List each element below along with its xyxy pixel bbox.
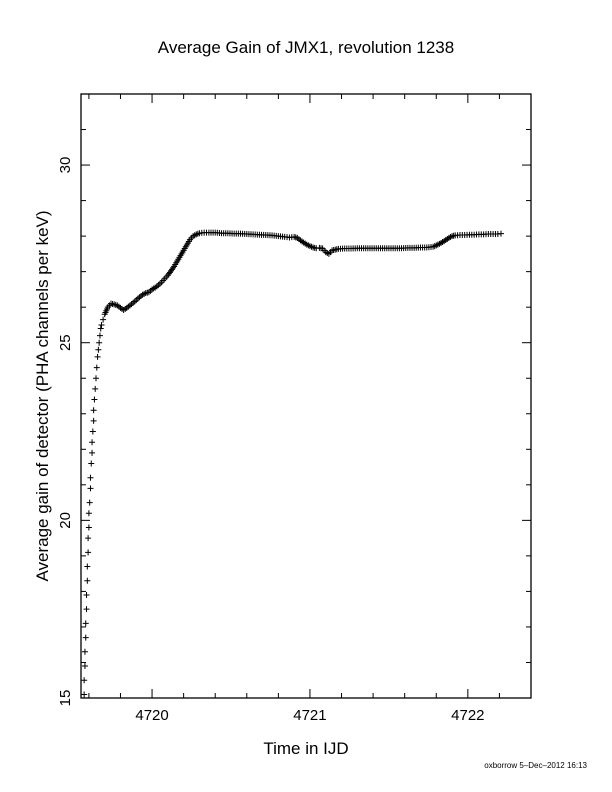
data-point	[86, 499, 93, 506]
data-point	[145, 289, 152, 296]
data-point	[82, 634, 89, 641]
data-point	[96, 332, 103, 339]
data-point	[83, 606, 90, 613]
data-point	[324, 249, 331, 256]
data-points	[81, 229, 504, 698]
y-axis-label: Average gain of detector (PHA channels p…	[33, 210, 52, 581]
y-tick-label: 15	[57, 690, 74, 707]
data-point	[84, 563, 91, 570]
data-point	[81, 691, 88, 698]
data-point	[85, 549, 92, 556]
data-point	[98, 321, 105, 328]
data-point	[156, 280, 163, 287]
data-point	[90, 407, 97, 414]
data-point	[97, 325, 104, 332]
data-point	[131, 298, 138, 305]
data-point	[81, 677, 88, 684]
data-point	[88, 460, 95, 467]
y-tick-label: 20	[57, 512, 74, 529]
data-point	[94, 353, 101, 360]
x-tick-label: 4721	[293, 707, 326, 724]
y-tick-label: 30	[57, 157, 74, 174]
data-point	[87, 474, 94, 481]
data-point	[134, 295, 141, 302]
data-point	[87, 485, 94, 492]
plot-frame	[80, 93, 532, 699]
data-point	[100, 316, 107, 323]
data-point	[96, 339, 103, 346]
data-point	[93, 375, 99, 382]
data-point	[90, 417, 97, 424]
data-point	[83, 591, 90, 598]
data-point	[84, 577, 91, 584]
data-point	[89, 449, 96, 456]
credit-text: oxborrow 5–Dec–2012 16:13	[484, 761, 587, 770]
data-point	[85, 510, 92, 517]
x-axis-label: Time in IJD	[263, 739, 348, 758]
data-point	[93, 364, 100, 371]
data-point	[81, 648, 88, 655]
data-point	[85, 535, 92, 542]
data-point	[498, 230, 504, 237]
chart-title: Average Gain of JMX1, revolution 1238	[158, 38, 454, 57]
data-point	[133, 297, 140, 304]
x-tick-label: 4720	[135, 707, 168, 724]
data-point	[81, 663, 88, 670]
data-point	[82, 620, 89, 627]
data-point	[91, 396, 98, 403]
data-point	[95, 346, 102, 353]
data-point	[92, 385, 99, 392]
axis-ticks: 4720 4721 4722 15 20 25 30	[57, 93, 532, 724]
data-point	[85, 524, 92, 531]
data-point	[89, 439, 96, 446]
data-point	[89, 428, 96, 435]
y-tick-label: 25	[57, 334, 74, 351]
x-tick-label: 4722	[451, 707, 484, 724]
